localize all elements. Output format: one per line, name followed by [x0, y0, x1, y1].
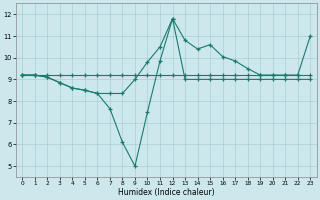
- X-axis label: Humidex (Indice chaleur): Humidex (Indice chaleur): [118, 188, 215, 197]
